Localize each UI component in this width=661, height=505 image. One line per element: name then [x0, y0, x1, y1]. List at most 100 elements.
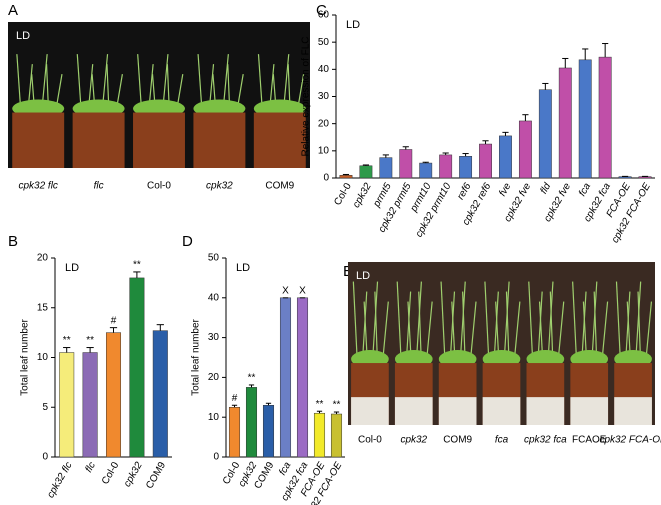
- y-axis-label: Relative expression of FLC: [301, 36, 312, 156]
- x-tick-label: flc: [83, 460, 98, 474]
- y-tick-label: 10: [208, 412, 220, 423]
- photo-caption: cpk32 flc: [18, 181, 57, 192]
- marker: **: [248, 373, 256, 384]
- x-tick-label: fve: [497, 181, 513, 198]
- marker: #: [232, 393, 238, 404]
- panel-label: B: [8, 233, 18, 250]
- pot-label: [614, 397, 652, 425]
- bar: [419, 162, 433, 179]
- pot: [133, 112, 185, 168]
- photo-caption: COM9: [265, 181, 294, 192]
- photo-caption: Col-0: [147, 181, 171, 192]
- x-tick-label: Col-0: [100, 460, 122, 487]
- y-tick-label: 50: [208, 253, 220, 264]
- stem: [484, 281, 490, 364]
- photo-caption: FCAOE: [572, 435, 607, 446]
- stem: [459, 281, 466, 364]
- annotation: LD: [236, 262, 250, 274]
- photo-caption: cpk32: [400, 435, 427, 446]
- marker: **: [133, 260, 141, 271]
- bar: [279, 297, 292, 458]
- pot: [193, 112, 246, 168]
- panel-label: A: [8, 2, 18, 19]
- marker: X: [282, 285, 289, 296]
- y-tick-label: 0: [42, 452, 48, 463]
- pot: [72, 112, 125, 168]
- stem: [440, 281, 446, 364]
- photo-caption: cpk32: [206, 181, 233, 192]
- y-tick-label: 60: [318, 10, 330, 21]
- stem: [352, 281, 358, 364]
- bar: [479, 143, 492, 179]
- y-axis-label: Total leaf number: [191, 318, 202, 395]
- bar: [558, 67, 572, 179]
- photo-caption: Col-0: [358, 435, 382, 446]
- pot: [253, 112, 306, 168]
- marker: **: [333, 400, 341, 411]
- x-tick-label: fld: [538, 181, 553, 196]
- y-tick-label: 5: [42, 402, 48, 413]
- marker: #: [111, 315, 117, 326]
- y-axis-label: Total leaf number: [20, 318, 31, 395]
- panel-label: D: [182, 233, 193, 250]
- pot-label: [526, 397, 565, 425]
- bar: [262, 405, 275, 458]
- bar: [518, 120, 532, 179]
- pot-label: [351, 397, 389, 425]
- x-tick-label: COM9: [144, 460, 168, 491]
- x-tick-label: fca: [577, 181, 593, 198]
- stem: [615, 281, 622, 364]
- stem: [415, 281, 422, 364]
- bar: [59, 352, 75, 458]
- x-tick-label: cpk32: [351, 181, 374, 210]
- annotation: LD: [65, 262, 79, 274]
- bar: [359, 165, 373, 179]
- bar: [439, 154, 453, 179]
- y-tick-label: 20: [208, 372, 220, 383]
- bar: [245, 387, 258, 458]
- y-tick-label: 50: [318, 37, 330, 48]
- pot: [12, 112, 65, 168]
- stem: [503, 281, 510, 364]
- photo-label: LD: [16, 30, 30, 42]
- x-tick-label: fca: [277, 460, 293, 477]
- photo-caption: flc: [94, 181, 104, 192]
- bar: [129, 277, 145, 458]
- bar: [459, 156, 473, 179]
- stem: [572, 281, 578, 364]
- panel-label: C: [316, 2, 327, 19]
- photo-label: LD: [356, 270, 370, 282]
- bar: [598, 56, 612, 179]
- y-tick-label: 15: [37, 302, 49, 313]
- bar: [296, 297, 309, 458]
- x-tick-label: cpk32 flc: [45, 460, 74, 500]
- bar: [152, 330, 168, 458]
- y-tick-label: 30: [208, 332, 220, 343]
- y-tick-label: 10: [37, 352, 49, 363]
- marker: X: [299, 285, 306, 296]
- pot-label: [482, 397, 521, 425]
- y-tick-label: 30: [318, 91, 330, 102]
- bar: [339, 175, 353, 179]
- bar: [105, 332, 122, 458]
- photo-caption: COM9: [443, 435, 472, 446]
- pot-label: [438, 397, 477, 425]
- stem: [528, 281, 534, 364]
- bar: [330, 413, 343, 458]
- marker: **: [316, 399, 324, 410]
- marker: **: [86, 335, 94, 346]
- bar: [313, 412, 326, 458]
- y-tick-label: 10: [318, 145, 330, 156]
- pot-label: [394, 397, 433, 425]
- bar: [538, 89, 552, 179]
- stem: [634, 281, 642, 364]
- y-tick-label: 40: [318, 64, 330, 75]
- stem: [396, 281, 402, 364]
- marker: **: [63, 335, 71, 346]
- bar: [499, 135, 512, 179]
- y-tick-label: 0: [213, 452, 219, 463]
- photo-caption: cpk32 fca: [524, 435, 567, 446]
- bar: [379, 157, 393, 179]
- y-tick-label: 20: [318, 118, 330, 129]
